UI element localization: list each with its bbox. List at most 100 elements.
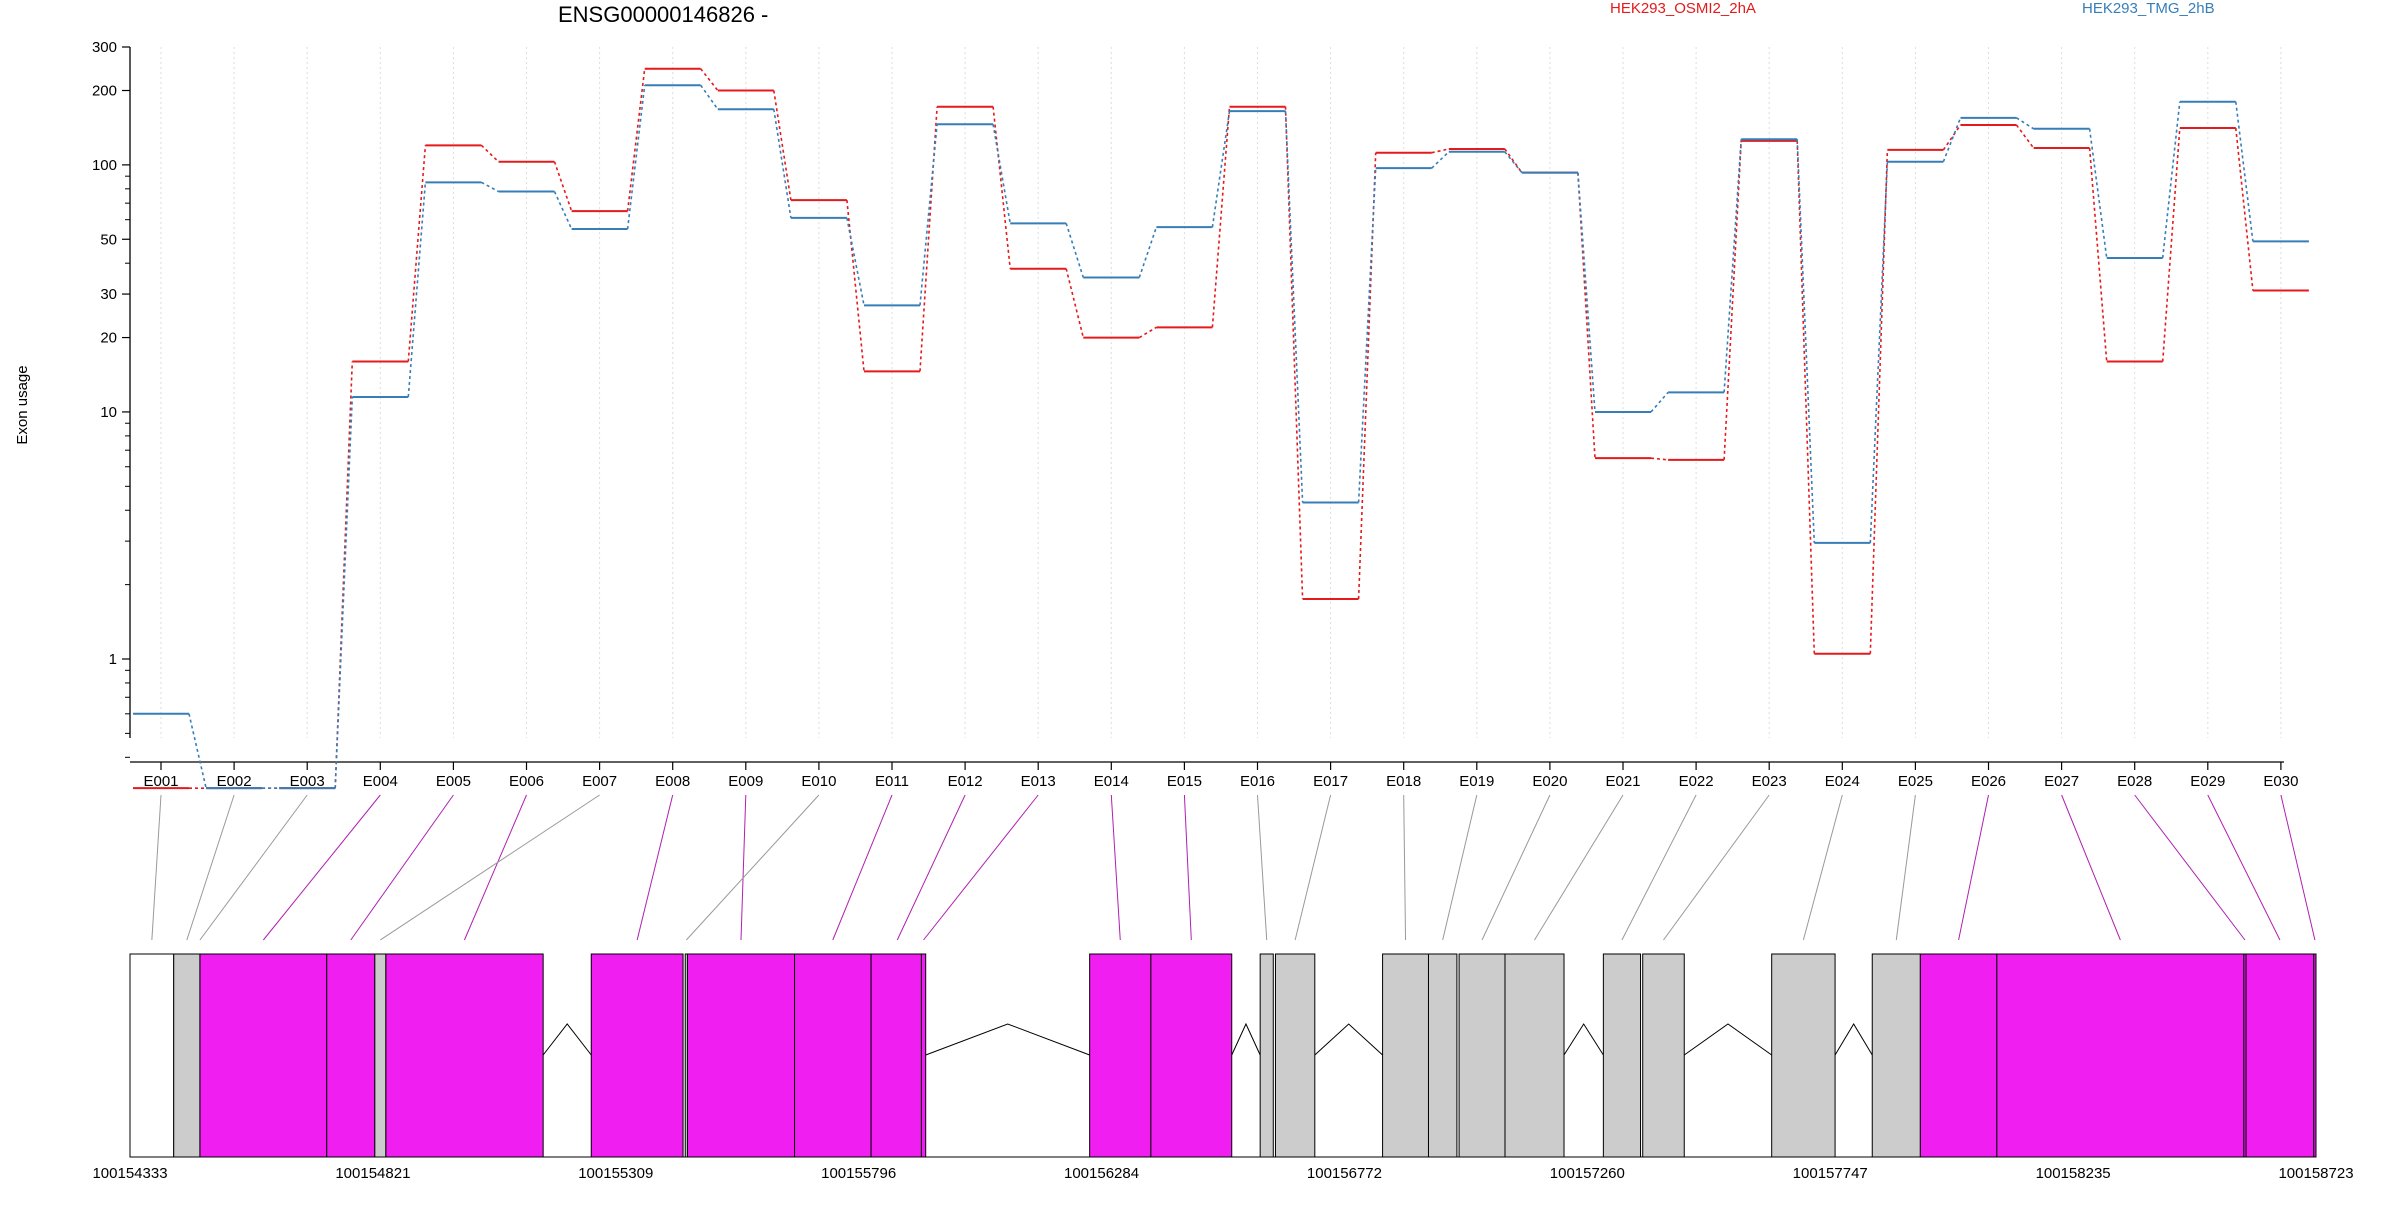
- exon-block-e001: [129, 953, 175, 1158]
- x-tick-label-e027: E027: [2044, 773, 2079, 790]
- genomic-coordinate-label: 100158235: [2036, 1165, 2111, 1182]
- series-1-connector: [919, 106, 938, 372]
- exon-block-e007: [374, 953, 387, 1158]
- exon-block-e002: [173, 953, 201, 1158]
- y-tick-label: 200: [92, 83, 117, 100]
- series-lines: [133, 67, 2309, 790]
- x-tick-label-e016: E016: [1240, 773, 1275, 790]
- x-tick-label-e011: E011: [875, 773, 909, 790]
- exon-block-e009: [686, 953, 796, 1158]
- series-2-connector: [1138, 226, 1158, 278]
- series-2-connector: [1431, 151, 1450, 169]
- exon-block-e012: [870, 953, 925, 1158]
- intron-arc: [1314, 1023, 1383, 1056]
- series-2-connector: [1357, 168, 1377, 503]
- genomic-coordinate-label: 100155309: [578, 1165, 653, 1182]
- y-tick-label: 50: [100, 231, 117, 248]
- connector-e019: [1442, 794, 1478, 941]
- series-1-connector: [2015, 124, 2035, 149]
- connector-e002: [186, 794, 235, 941]
- connector-e027: [2061, 794, 2121, 941]
- series-2-connector: [700, 84, 719, 110]
- series-1-connector: [553, 161, 573, 212]
- x-tick-label-e001: E001: [143, 773, 178, 790]
- series-1-connector: [1138, 326, 1157, 339]
- series-1-connector: [1869, 149, 1889, 654]
- exon-block-e027: [1996, 953, 2245, 1158]
- exon-block-e010: [684, 953, 688, 1158]
- series-1-connector: [1650, 457, 1669, 461]
- connector-e005: [350, 794, 454, 941]
- series-2-connector: [2235, 101, 2254, 242]
- exon-block-e025: [1871, 953, 1921, 1158]
- exon-block-e023: [1642, 953, 1685, 1158]
- gene-model: 100154333 100154821 100155309 100155796 1001…: [92, 953, 2354, 1182]
- series-2-connector: [1065, 223, 1085, 278]
- exon-block-e021: [1504, 953, 1565, 1158]
- chart-title: ENSG00000146826 -: [558, 2, 768, 27]
- exon-block-e029: [2245, 953, 2315, 1158]
- connector-e025: [1895, 794, 1916, 941]
- exon-block-e008: [590, 953, 684, 1158]
- x-tick-label-e023: E023: [1752, 773, 1787, 790]
- series-1-connector: [1284, 106, 1304, 599]
- connector-e007: [380, 794, 600, 941]
- connector-e020: [1481, 794, 1551, 941]
- series-1-connector: [2088, 147, 2108, 362]
- series-1-connector: [334, 361, 354, 789]
- series-2-connector: [1504, 151, 1523, 174]
- y-tick-label: 20: [100, 330, 117, 347]
- exon-block-e017: [1274, 953, 1316, 1158]
- connector-e001: [151, 794, 162, 941]
- genomic-coordinate-label: 100156772: [1307, 1165, 1382, 1182]
- x-tick-label-e006: E006: [509, 773, 544, 790]
- intron-arc: [925, 1023, 1090, 1056]
- y-tick-label: 300: [92, 39, 117, 56]
- x-tick-label-e012: E012: [948, 773, 983, 790]
- exon-block-e016: [1259, 953, 1274, 1158]
- connector-e008: [636, 794, 674, 941]
- connector-e018: [1403, 794, 1407, 941]
- series-2-connector: [846, 217, 865, 306]
- exon-block-e024: [1771, 953, 1836, 1158]
- series-2-connector: [992, 124, 1011, 224]
- connector-e016: [1257, 794, 1268, 941]
- x-tick-label-e008: E008: [655, 773, 690, 790]
- x-ticks: E001 E002 E003 E004 E005 E006 E007 E008 E009 E010…: [143, 762, 2298, 790]
- connector-e028: [2134, 794, 2246, 941]
- connector-e021: [1534, 794, 1624, 941]
- y-tick-label: 30: [100, 286, 117, 303]
- series-2-connector: [188, 713, 207, 789]
- exon-block-e026: [1919, 953, 1998, 1158]
- x-tick-label-e030: E030: [2263, 773, 2298, 790]
- exon-connector-lines: [151, 794, 2316, 941]
- series-2-connector: [919, 124, 938, 306]
- x-tick-label-e025: E025: [1898, 773, 1933, 790]
- exon-block-e015: [1150, 953, 1233, 1158]
- connector-e029: [2207, 794, 2281, 941]
- connector-e022: [1621, 794, 1697, 941]
- series-1-connector: [1211, 106, 1231, 328]
- series-2-connector: [773, 109, 792, 219]
- series-2-connector: [1869, 161, 1889, 543]
- x-tick-label-e021: E021: [1605, 773, 1640, 790]
- series-1-connector: [407, 145, 427, 362]
- series-2-connector: [553, 191, 573, 230]
- x-tick-label-e024: E024: [1825, 773, 1860, 790]
- x-tick-label-e007: E007: [582, 773, 617, 790]
- connector-e014: [1110, 794, 1121, 941]
- x-tick-label-e009: E009: [728, 773, 763, 790]
- series-1-connector: [992, 106, 1011, 269]
- genomic-coordinate-label: 100154333: [92, 1165, 167, 1182]
- series-1-connector: [846, 200, 865, 372]
- series-2-connector: [334, 396, 354, 789]
- grid-lines: [160, 47, 2282, 738]
- intron-arc: [1683, 1023, 1772, 1056]
- series-1-connector: [1504, 148, 1523, 174]
- connector-e003: [199, 794, 308, 941]
- x-tick-label-e019: E019: [1459, 773, 1494, 790]
- x-tick-label-e020: E020: [1532, 773, 1567, 790]
- connector-e004: [262, 794, 381, 941]
- connector-e006: [463, 794, 527, 941]
- x-tick-label-e018: E018: [1386, 773, 1421, 790]
